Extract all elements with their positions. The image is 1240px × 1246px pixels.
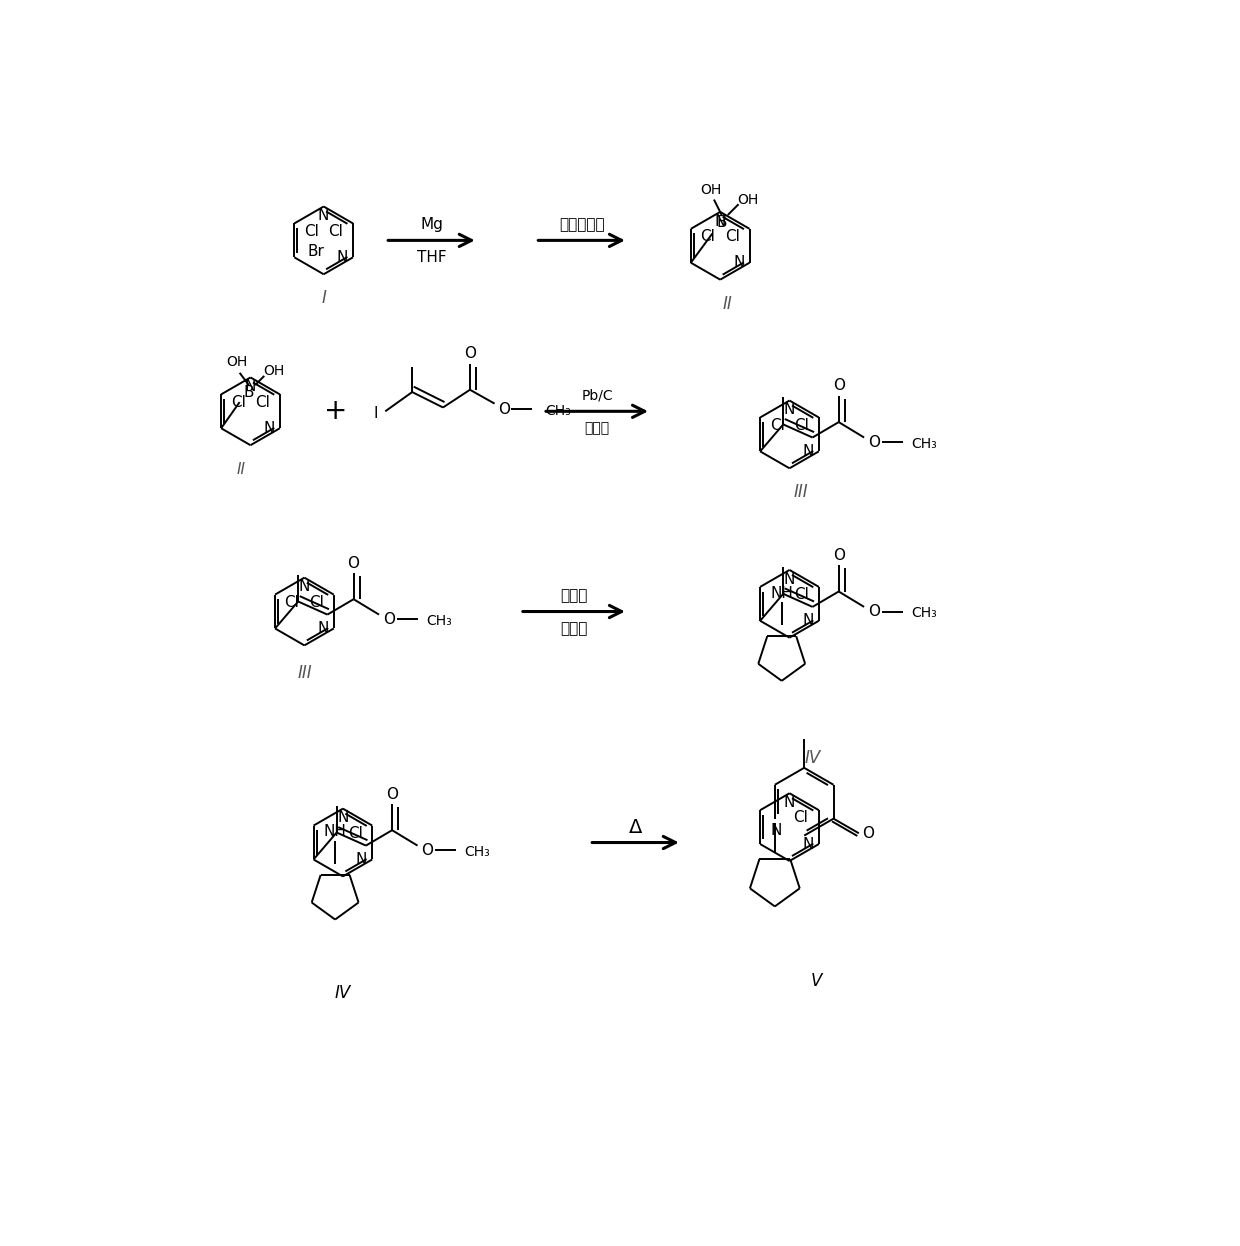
Text: 三乙胺: 三乙胺 — [584, 421, 610, 435]
Text: Cl: Cl — [770, 417, 785, 432]
Text: N: N — [784, 402, 795, 417]
Text: CH₃: CH₃ — [465, 845, 490, 858]
Text: Δ: Δ — [629, 817, 642, 836]
Text: THF: THF — [417, 249, 446, 265]
Text: N: N — [802, 613, 813, 628]
Text: O: O — [862, 826, 874, 841]
Text: Cl: Cl — [255, 395, 270, 410]
Text: 硒酸三甲酩: 硒酸三甲酩 — [559, 218, 604, 233]
Text: V: V — [811, 972, 822, 991]
Text: N: N — [337, 810, 348, 825]
Text: Cl: Cl — [348, 826, 363, 841]
Text: Cl: Cl — [701, 229, 715, 244]
Text: N: N — [802, 836, 813, 851]
Text: B: B — [243, 385, 254, 400]
Text: N: N — [263, 421, 275, 436]
Text: OH: OH — [701, 183, 722, 197]
Text: Cl: Cl — [231, 395, 246, 410]
Text: NH: NH — [770, 586, 794, 601]
Text: III: III — [794, 483, 808, 501]
Text: N: N — [356, 852, 367, 867]
Text: O: O — [868, 435, 880, 450]
Text: CH₃: CH₃ — [911, 436, 937, 451]
Text: 三乙胺: 三乙胺 — [560, 621, 588, 635]
Text: CH₃: CH₃ — [427, 614, 451, 628]
Text: Cl: Cl — [795, 587, 810, 602]
Text: III: III — [298, 664, 311, 682]
Text: O: O — [833, 548, 844, 563]
Text: OH: OH — [263, 364, 284, 379]
Text: O: O — [497, 401, 510, 416]
Text: O: O — [422, 842, 434, 857]
Text: OH: OH — [738, 193, 759, 207]
Text: N: N — [771, 822, 782, 837]
Text: I: I — [321, 289, 326, 307]
Text: N: N — [802, 444, 813, 459]
Text: O: O — [383, 612, 396, 627]
Text: N: N — [317, 621, 329, 635]
Text: N: N — [317, 208, 330, 223]
Text: Br: Br — [308, 244, 325, 259]
Text: IV: IV — [335, 983, 351, 1002]
Text: N: N — [784, 572, 795, 587]
Text: Mg: Mg — [420, 218, 443, 233]
Text: Cl: Cl — [304, 223, 319, 239]
Text: Cl: Cl — [284, 594, 299, 609]
Text: I: I — [373, 406, 378, 421]
Text: CH₃: CH₃ — [546, 404, 572, 417]
Text: Cl: Cl — [725, 229, 740, 244]
Text: OH: OH — [226, 355, 247, 369]
Text: Pb/C: Pb/C — [582, 389, 613, 402]
Text: II: II — [723, 294, 733, 313]
Text: N: N — [733, 255, 744, 270]
Text: +: + — [324, 397, 347, 425]
Text: Cl: Cl — [329, 223, 343, 239]
Text: N: N — [244, 379, 257, 394]
Text: N: N — [299, 579, 310, 594]
Text: IV: IV — [805, 749, 821, 766]
Text: II: II — [237, 461, 246, 476]
Text: CH₃: CH₃ — [911, 606, 937, 621]
Text: N: N — [336, 249, 348, 265]
Text: Cl: Cl — [795, 417, 810, 432]
Text: O: O — [833, 379, 844, 394]
Text: 环戊胺: 环戊胺 — [560, 588, 588, 603]
Text: Cl: Cl — [792, 810, 807, 825]
Text: N: N — [714, 213, 725, 228]
Text: O: O — [868, 604, 880, 619]
Text: O: O — [347, 556, 360, 571]
Text: Cl: Cl — [309, 594, 324, 609]
Text: NH: NH — [324, 825, 346, 840]
Text: O: O — [464, 346, 476, 361]
Text: N: N — [784, 795, 795, 810]
Text: B: B — [717, 216, 727, 231]
Text: O: O — [386, 786, 398, 801]
